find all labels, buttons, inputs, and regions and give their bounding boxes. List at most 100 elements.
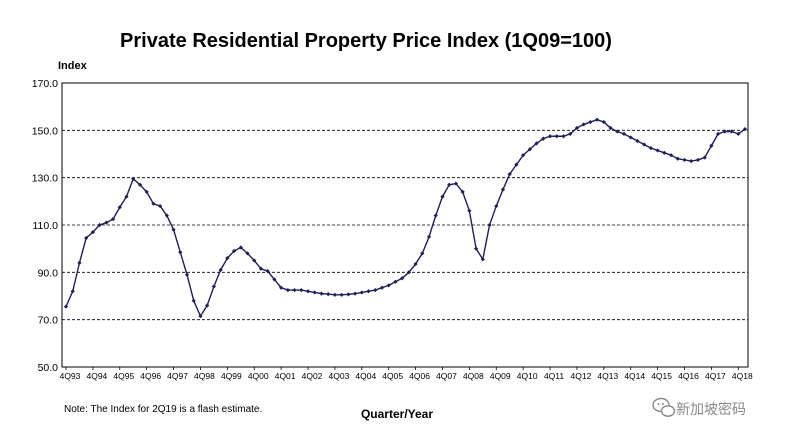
x-tick-label: 4Q08: [463, 371, 484, 381]
plot-area: [61, 82, 749, 368]
data-point: [709, 143, 714, 148]
data-point: [413, 261, 418, 267]
data-point: [568, 131, 573, 136]
x-tick-label: 4Q97: [167, 371, 188, 381]
data-point: [305, 289, 311, 294]
data-point: [440, 194, 445, 199]
x-tick-label: 4Q17: [705, 371, 726, 381]
series: [63, 117, 748, 319]
data-point: [473, 246, 479, 251]
data-point: [621, 131, 627, 136]
data-point: [84, 235, 89, 241]
data-point: [433, 213, 438, 218]
x-tick-label: 4Q05: [382, 371, 403, 381]
x-tick-label: 4Q03: [329, 371, 350, 381]
data-point: [628, 135, 633, 140]
data-point: [467, 208, 472, 213]
data-point: [124, 194, 129, 199]
data-point: [453, 181, 459, 186]
data-point: [63, 304, 69, 309]
data-point: [494, 203, 499, 209]
data-point: [131, 176, 136, 181]
y-tick-label: 50.0: [38, 362, 59, 374]
data-point: [648, 145, 653, 151]
data-point: [272, 277, 277, 282]
data-point: [521, 153, 526, 158]
x-tick-label: 4Q10: [517, 371, 538, 381]
data-point: [601, 119, 606, 125]
y-tick-label: 170.0: [32, 78, 58, 90]
data-point: [487, 222, 492, 228]
data-point: [581, 122, 586, 127]
x-tick-label: 4Q07: [436, 371, 457, 381]
data-point: [379, 285, 385, 290]
data-point: [447, 182, 452, 187]
data-point: [541, 136, 546, 141]
data-point: [722, 129, 727, 134]
data-point: [366, 289, 371, 294]
data-point: [561, 134, 566, 139]
data-point: [137, 182, 143, 187]
y-tick-label: 90.0: [38, 267, 59, 279]
data-point: [682, 157, 687, 163]
data-point: [534, 141, 539, 146]
data-point: [312, 290, 317, 295]
data-point: [352, 291, 358, 296]
data-point: [346, 292, 351, 297]
data-point: [655, 148, 660, 153]
data-point: [171, 227, 176, 232]
data-point: [332, 292, 338, 297]
data-point: [164, 213, 169, 218]
data-point: [359, 290, 364, 295]
x-tick-label: 4Q18: [732, 371, 753, 381]
y-ticks: 50.0 70.0 90.0 110.0 130.0 150.0 170.0: [32, 78, 58, 374]
series-line: [65, 118, 746, 318]
data-point: [386, 283, 391, 288]
data-point: [117, 205, 122, 210]
y-tick-label: 110.0: [33, 220, 59, 232]
data-point: [110, 216, 116, 222]
x-tick-label: 4Q95: [113, 371, 134, 381]
data-point: [460, 189, 465, 194]
y-axis-label: Index: [58, 60, 88, 72]
data-point: [393, 279, 398, 284]
wechat-icon: [652, 397, 676, 417]
data-point: [70, 289, 75, 294]
x-tick-label: 4Q12: [571, 371, 592, 381]
data-point: [292, 287, 297, 293]
data-point: [285, 287, 290, 293]
x-tick-label: 4Q13: [597, 371, 618, 381]
data-point: [554, 134, 559, 139]
data-point: [702, 155, 707, 160]
data-point: [198, 314, 203, 319]
data-point: [231, 248, 237, 254]
data-point: [668, 153, 674, 158]
data-point: [574, 125, 580, 131]
data-point: [265, 269, 270, 274]
data-point: [191, 298, 196, 303]
data-point: [211, 284, 217, 289]
data-point: [339, 292, 344, 297]
data-point: [729, 129, 734, 134]
y-tick-label: 70.0: [38, 315, 59, 327]
data-point: [500, 187, 506, 192]
x-tick-label: 4Q09: [490, 371, 511, 381]
x-tick-label: 4Q93: [60, 371, 81, 381]
data-point: [695, 157, 701, 163]
data-point: [225, 256, 230, 261]
chart-title: Private Residential Property Price Index…: [120, 30, 612, 52]
data-point: [104, 220, 109, 225]
data-point: [736, 131, 741, 136]
x-tick-label: 4Q00: [248, 371, 269, 381]
x-tick-label: 4Q99: [221, 371, 242, 381]
data-point: [635, 138, 640, 144]
data-point: [642, 142, 647, 147]
gridlines: [62, 129, 748, 321]
x-tick-label: 4Q14: [624, 371, 645, 381]
data-point: [373, 287, 378, 293]
x-tick-label: 4Q96: [140, 371, 161, 381]
data-point: [675, 156, 680, 161]
data-point: [319, 291, 324, 296]
data-point: [326, 292, 331, 297]
